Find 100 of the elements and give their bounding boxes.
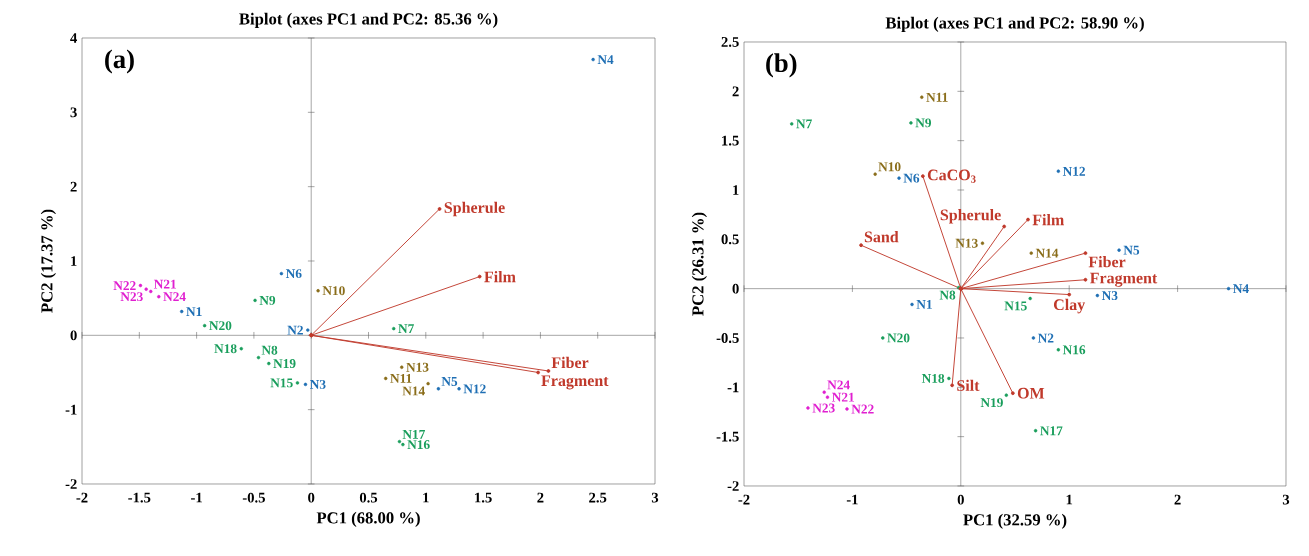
y-tick-label: 4 (70, 33, 78, 43)
data-label: N14 (402, 386, 425, 396)
data-label: N22 (113, 281, 136, 290)
data-label: N6 (285, 269, 302, 279)
x-tick-label: 2 (1174, 494, 1181, 505)
chart-title: Biplot (axes PC1 and PC2: 85.36 %) (239, 12, 498, 28)
data-label: N10 (322, 286, 345, 296)
data-label: N6 (903, 173, 920, 183)
chart-title: Biplot (axes PC1 and PC2: 58.90 %) (885, 16, 1144, 32)
series-label: Silt (957, 379, 980, 391)
y-tick-label: 0.5 (721, 234, 739, 245)
data-label: N11 (926, 92, 948, 102)
data-label: N16 (1062, 345, 1086, 355)
data-label: N19 (273, 359, 296, 369)
data-label: N14 (1035, 248, 1059, 258)
data-label: N10 (878, 162, 901, 172)
y-tick-label: -2 (65, 479, 77, 489)
y-tick-label: -0.5 (716, 333, 739, 343)
data-label: N8 (261, 345, 278, 355)
data-label: N12 (463, 384, 486, 394)
data-label: N23 (812, 403, 835, 413)
data-label: N17 (1040, 426, 1063, 436)
data-label: N20 (209, 321, 232, 331)
x-tick-label: 0 (957, 494, 964, 505)
x-tick-label: 1 (1066, 494, 1073, 505)
data-label: N21 (153, 279, 176, 289)
x-tick-label: 3 (1282, 494, 1290, 505)
y-tick-label: -1 (727, 382, 739, 393)
x-tick-label: -1 (191, 492, 202, 503)
data-label: N7 (398, 324, 414, 333)
x-tick-label: 2.5 (589, 492, 607, 503)
series-label: Fragment (541, 375, 609, 390)
series-label: Fiber (551, 356, 589, 369)
x-tick-label: -1 (846, 494, 858, 505)
y-tick-label: 1 (71, 256, 77, 266)
series-label: Fiber (1088, 256, 1126, 268)
y-tick-label: 2.5 (721, 37, 739, 47)
series-label: OM (1017, 387, 1045, 399)
y-tick-label: 0 (732, 283, 739, 294)
data-label: N15 (270, 378, 293, 388)
y-tick-label: 0 (70, 330, 77, 341)
series-label: Film (484, 271, 516, 283)
x-tick-label: 1 (423, 492, 429, 503)
data-label: N3 (1101, 291, 1118, 301)
y-axis-title: PC2 (17.37 %) (40, 209, 56, 313)
data-label: N1 (916, 300, 932, 309)
data-label: N13 (406, 362, 429, 372)
x-axis-title: PC1 (68.00 %) (316, 511, 420, 527)
series-label: Fragment (1090, 272, 1158, 287)
series-label: Clay (1053, 298, 1086, 314)
series-label: Spherule (444, 201, 505, 217)
data-label: N24 (163, 292, 186, 302)
y-tick-label: 2 (732, 86, 739, 97)
data-label: N22 (851, 404, 874, 414)
data-label: N4 (597, 55, 614, 64)
annotation: (a) (105, 49, 134, 74)
data-label: N15 (1004, 301, 1027, 311)
data-label: N20 (887, 333, 910, 343)
data-label: N5 (441, 377, 458, 386)
data-label: N11 (390, 374, 412, 383)
data-label: N21 (831, 392, 855, 402)
y-tick-label: 2 (70, 181, 77, 192)
data-label: N24 (827, 380, 850, 390)
series-label: CaCO$_{3}$ (927, 169, 976, 183)
series-label: Spherule (940, 209, 1001, 224)
data-label: N9 (915, 118, 932, 128)
data-label: N5 (1123, 245, 1140, 255)
data-label: N3 (310, 379, 326, 389)
x-tick-label: -0.5 (242, 492, 265, 503)
data-label: N13 (955, 238, 978, 248)
y-tick-label: -1 (65, 404, 77, 415)
data-label: N18 (921, 373, 945, 383)
data-label: N12 (1062, 166, 1086, 176)
y-tick-label: 3 (70, 107, 77, 118)
data-label: N1 (186, 307, 202, 316)
annotation: (b) (766, 53, 797, 78)
y-tick-label: -2 (727, 481, 739, 491)
series-label: Film (1032, 214, 1064, 226)
x-tick-label: 0 (308, 492, 315, 503)
y-tick-label: 1.5 (722, 135, 739, 146)
x-tick-label: -1.5 (128, 492, 151, 503)
data-label: N9 (259, 295, 276, 305)
series-label: Sand (864, 231, 899, 243)
data-label: N4 (1233, 284, 1249, 294)
data-label: N16 (407, 440, 430, 450)
data-label: N2 (1037, 333, 1054, 343)
y-tick-label: 1 (733, 185, 739, 195)
y-tick-label: -1.5 (716, 431, 739, 442)
x-tick-label: 3 (651, 492, 659, 503)
y-axis-title: PC2 (26.31 %) (691, 212, 707, 316)
x-axis-title: PC1 (32.59 %) (963, 513, 1067, 529)
x-tick-label: 2 (537, 492, 544, 503)
data-label: N19 (980, 398, 1003, 408)
data-label: N8 (939, 290, 956, 300)
data-label: N18 (214, 344, 237, 354)
data-label: N17 (402, 429, 426, 439)
data-label: N7 (796, 119, 812, 129)
data-label: N23 (120, 292, 143, 302)
x-tick-label: 0.5 (359, 492, 378, 503)
data-label: N2 (287, 325, 303, 335)
